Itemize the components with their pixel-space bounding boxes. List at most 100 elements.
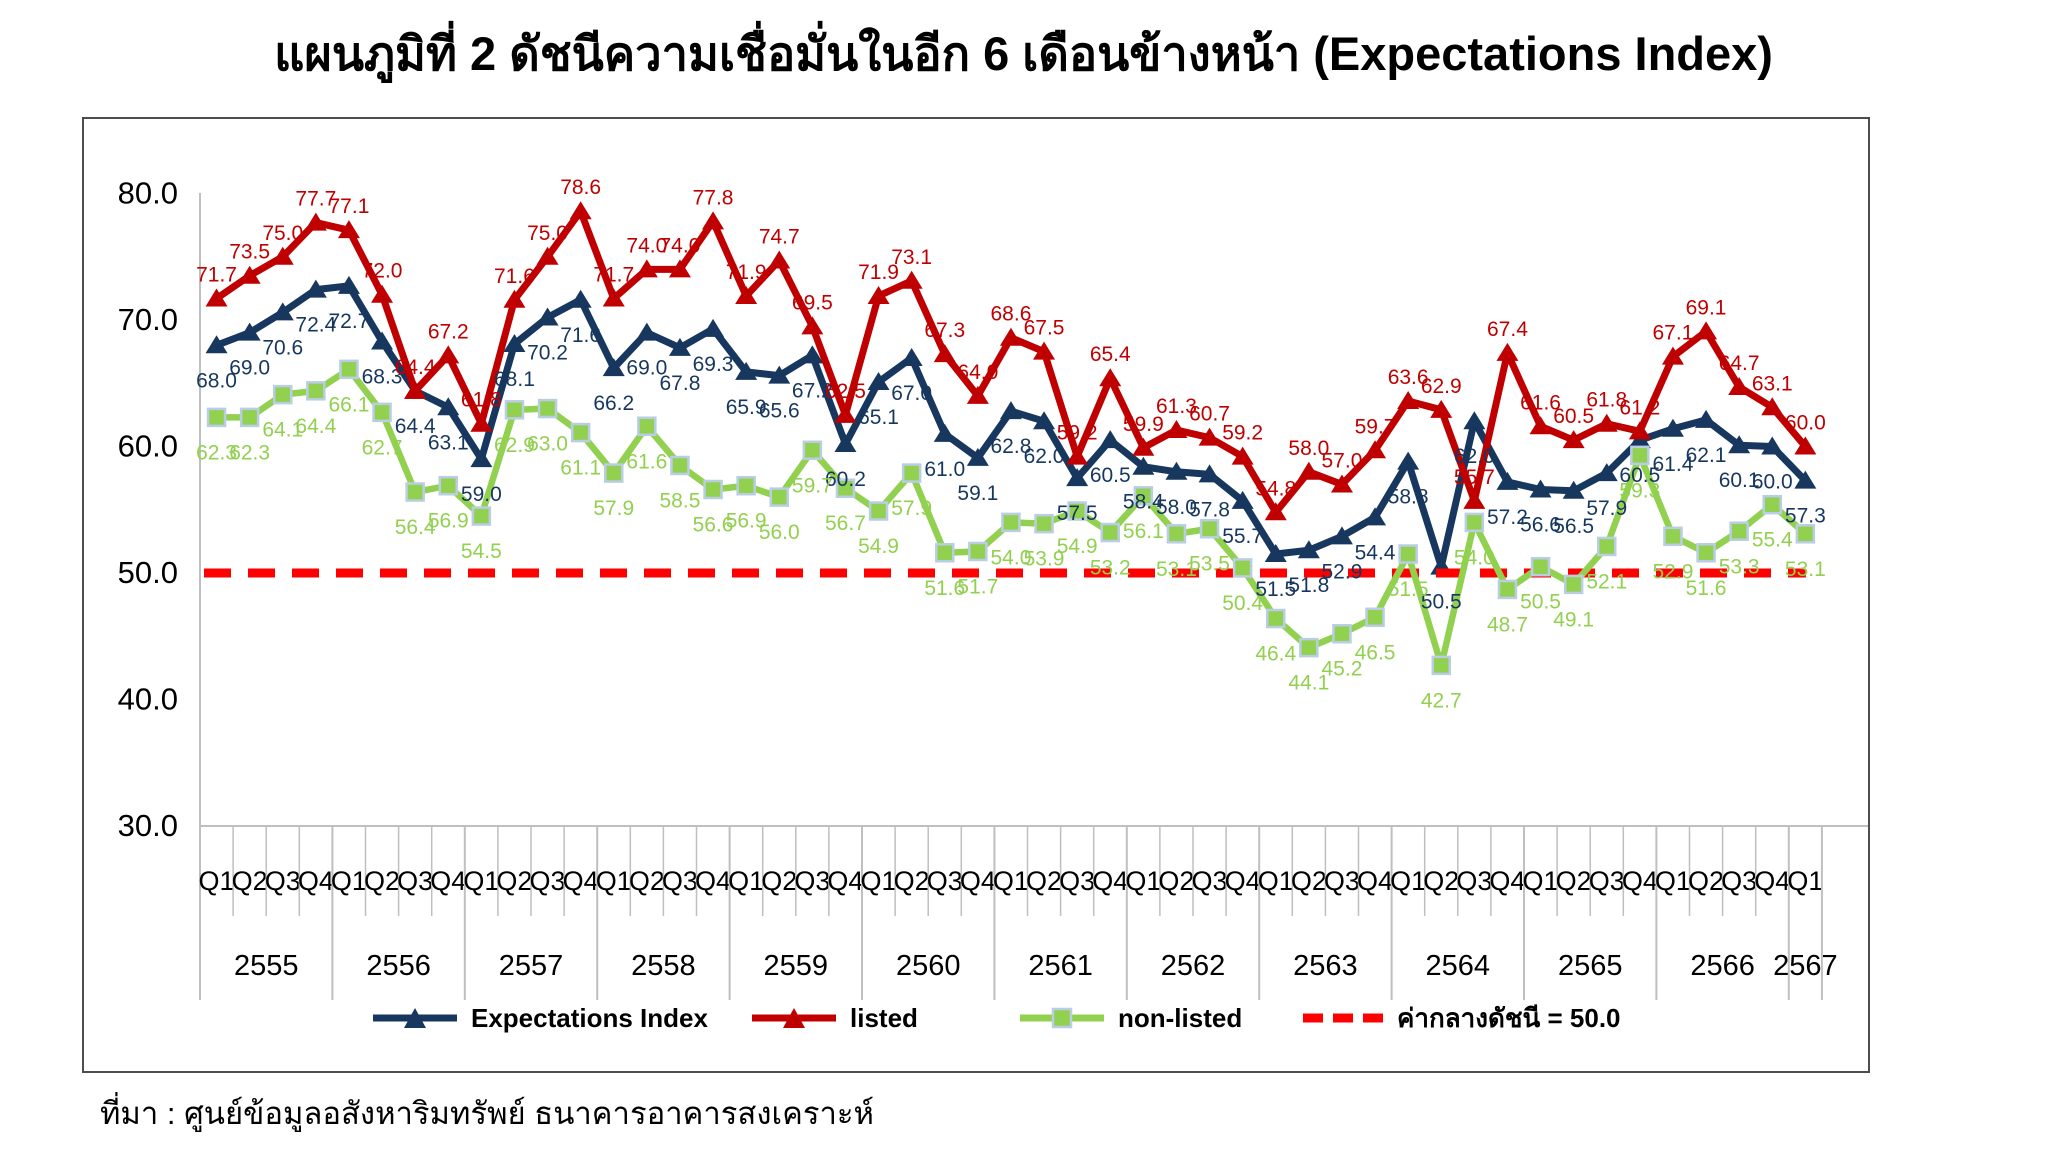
- marker-square: [1563, 574, 1584, 595]
- svg-text:71.9: 71.9: [726, 261, 767, 284]
- svg-text:61.0: 61.0: [924, 458, 965, 481]
- svg-text:60.0: 60.0: [118, 429, 178, 464]
- marker-square: [1299, 637, 1319, 658]
- svg-text:51.5: 51.5: [1255, 578, 1296, 601]
- svg-text:56.9: 56.9: [726, 510, 767, 533]
- marker-triangle: [1430, 399, 1453, 418]
- marker-triangle: [1198, 464, 1221, 483]
- svg-text:60.1: 60.1: [1719, 469, 1760, 492]
- marker-triangle: [735, 361, 758, 380]
- marker-square: [1464, 512, 1485, 533]
- svg-text:2555: 2555: [234, 950, 299, 982]
- svg-text:2556: 2556: [366, 950, 431, 982]
- marker-square: [670, 455, 690, 476]
- marker-square: [339, 359, 359, 380]
- marker-triangle: [1165, 420, 1188, 439]
- legend-label-non-listed: non-listed: [1118, 1002, 1243, 1033]
- legend-item-midline: ค่ากลางดัชนี = 50.0: [1303, 1003, 1621, 1033]
- marker-triangle: [1198, 427, 1221, 446]
- marker-square: [769, 487, 789, 507]
- listed-line-marker-icon: [752, 1008, 836, 1028]
- svg-text:56.5: 56.5: [1553, 515, 1594, 538]
- marker-triangle: [470, 449, 493, 468]
- svg-text:60.7: 60.7: [1189, 403, 1230, 426]
- marker-triangle: [801, 345, 824, 364]
- svg-text:55.7: 55.7: [1222, 525, 1263, 548]
- marker-triangle: [867, 285, 890, 304]
- svg-text:51.8: 51.8: [1288, 574, 1329, 597]
- marker-square: [901, 463, 922, 483]
- svg-text:2559: 2559: [764, 950, 829, 982]
- svg-text:61.4: 61.4: [1653, 453, 1694, 476]
- marker-square: [968, 541, 988, 562]
- marker-triangle: [337, 275, 360, 294]
- svg-text:57.5: 57.5: [1057, 502, 1098, 525]
- svg-text:59.7: 59.7: [792, 474, 833, 497]
- svg-text:2558: 2558: [631, 950, 696, 982]
- svg-text:80.0: 80.0: [118, 176, 178, 211]
- marker-triangle: [271, 302, 294, 321]
- svg-text:60.2: 60.2: [825, 468, 866, 491]
- marker-triangle: [1695, 409, 1718, 428]
- svg-text:61.1: 61.1: [560, 457, 601, 480]
- svg-text:74.7: 74.7: [759, 226, 800, 249]
- marker-triangle: [238, 265, 261, 284]
- svg-text:2563: 2563: [1293, 950, 1358, 982]
- marker-triangle: [1330, 474, 1353, 493]
- svg-text:74.0: 74.0: [660, 234, 701, 257]
- marker-square: [802, 440, 823, 461]
- svg-text:62.3: 62.3: [229, 441, 270, 464]
- marker-triangle: [768, 250, 791, 269]
- non-listed-line-marker-icon: [1020, 1007, 1104, 1029]
- svg-text:50.0: 50.0: [118, 555, 178, 590]
- marker-square: [1365, 607, 1385, 628]
- svg-text:71.9: 71.9: [858, 261, 899, 284]
- marker-triangle: [1595, 413, 1618, 432]
- marker-triangle: [470, 413, 493, 432]
- marker-triangle: [702, 211, 725, 230]
- svg-text:55.4: 55.4: [1752, 529, 1793, 552]
- marker-triangle: [668, 337, 691, 356]
- marker-triangle: [900, 270, 923, 289]
- marker-square: [868, 501, 889, 521]
- svg-text:56.0: 56.0: [759, 521, 800, 544]
- svg-text:58.4: 58.4: [1123, 491, 1164, 514]
- marker-square: [537, 398, 558, 419]
- marker-triangle: [1496, 471, 1519, 490]
- marker-square: [1497, 579, 1518, 600]
- svg-text:56.1: 56.1: [1123, 520, 1164, 543]
- marker-triangle: [1595, 463, 1618, 482]
- svg-text:58.8: 58.8: [1388, 486, 1429, 509]
- svg-text:66.2: 66.2: [593, 392, 634, 415]
- svg-text:68.3: 68.3: [362, 366, 403, 389]
- marker-triangle: [1728, 377, 1751, 396]
- marker-triangle: [768, 365, 791, 384]
- marker-triangle: [999, 327, 1022, 346]
- svg-text:56.6: 56.6: [693, 514, 734, 537]
- labels-listed: 71.773.575.077.777.172.064.467.261.871.6…: [196, 176, 1826, 500]
- marker-triangle: [1695, 321, 1718, 340]
- svg-text:56.7: 56.7: [825, 512, 866, 535]
- marker-square: [306, 381, 326, 401]
- marker-triangle: [1231, 490, 1254, 509]
- svg-text:Q4: Q4: [298, 866, 334, 896]
- svg-text:51.5: 51.5: [1388, 578, 1429, 601]
- svg-text:56.4: 56.4: [395, 516, 436, 539]
- marker-triangle: [1397, 390, 1420, 409]
- marker-triangle: [205, 288, 228, 307]
- svg-text:Q1: Q1: [728, 866, 764, 896]
- svg-text:57.9: 57.9: [593, 497, 634, 520]
- svg-text:Q3: Q3: [265, 866, 301, 896]
- svg-text:53.1: 53.1: [1785, 558, 1826, 581]
- labels-expectations-index: 68.069.070.672.472.768.364.463.159.068.1…: [196, 310, 1826, 614]
- marker-square: [703, 479, 723, 500]
- marker-triangle: [1264, 544, 1287, 563]
- svg-text:51.6: 51.6: [1686, 577, 1727, 600]
- svg-text:Q1: Q1: [1787, 866, 1823, 896]
- svg-text:Q3: Q3: [1192, 866, 1228, 896]
- svg-text:60.5: 60.5: [1553, 405, 1594, 428]
- marker-triangle: [1264, 502, 1287, 521]
- svg-text:61.8: 61.8: [1586, 389, 1627, 412]
- marker-triangle: [834, 433, 857, 452]
- marker-square: [1332, 623, 1352, 644]
